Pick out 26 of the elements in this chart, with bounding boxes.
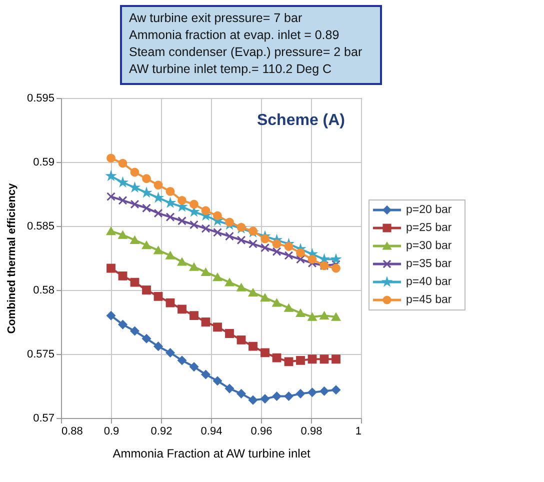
text: Ammonia fraction at evap. inlet = 0.89 bbox=[129, 28, 340, 42]
legend-label: p=40 bar bbox=[406, 276, 452, 288]
legend-label: p=25 bar bbox=[406, 222, 452, 234]
y-tick-label: 0.57 bbox=[33, 412, 54, 424]
legend-label: p=35 bar bbox=[406, 258, 452, 270]
y-tick-label: 0.595 bbox=[26, 92, 54, 104]
annotation: Scheme (A) bbox=[256, 112, 346, 129]
y-tick-label: 0.58 bbox=[33, 284, 54, 296]
y-tick-label: 0.59 bbox=[33, 156, 54, 168]
x-tick-label: 0.94 bbox=[200, 426, 222, 438]
x-tick-label: 0.96 bbox=[250, 426, 272, 438]
y-tick-label: 0.575 bbox=[26, 348, 54, 360]
x-axis-title: Ammonia Fraction at AW turbine inlet bbox=[112, 446, 311, 460]
legend-label: p=45 bar bbox=[406, 294, 452, 306]
x-tick-label: 0.98 bbox=[300, 426, 322, 438]
y-tick-label: 0.585 bbox=[26, 220, 54, 232]
x-tick-label: 1 bbox=[355, 426, 362, 438]
x-tick-label: 0.92 bbox=[150, 426, 172, 438]
legend-label: p=20 bar bbox=[406, 204, 452, 216]
text: Aw turbine exit pressure= 7 bar bbox=[129, 11, 302, 25]
y-axis-title: Combined thermal efficiency bbox=[6, 182, 18, 334]
x-tick-label: 0.9 bbox=[104, 426, 120, 438]
legend-label: p=30 bar bbox=[406, 240, 452, 252]
text: AW turbine inlet temp.= 110.2 Deg C bbox=[129, 62, 332, 76]
text: Steam condenser (Evap.) pressure= 2 bar bbox=[129, 45, 362, 59]
x-tick-label: 0.88 bbox=[62, 426, 83, 438]
